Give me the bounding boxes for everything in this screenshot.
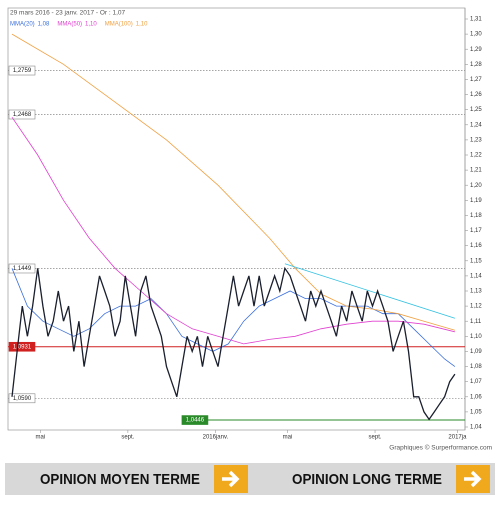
- y-tick-label: 1,21: [470, 168, 482, 174]
- x-tick-label: 2016janv.: [203, 435, 229, 441]
- y-tick-label: 1,15: [470, 258, 482, 264]
- y-tick-label: 1,05: [470, 409, 482, 415]
- x-tick-label: 2017ja: [448, 435, 467, 441]
- y-tick-label: 1,29: [470, 47, 482, 53]
- y-tick-label: 1,28: [470, 62, 482, 68]
- x-tick-label: sept.: [121, 435, 134, 441]
- y-tick-label: 1,18: [470, 213, 482, 219]
- y-tick-label: 1,11: [470, 319, 482, 325]
- legend-value: 1,08: [38, 22, 50, 28]
- y-tick-label: 1,04: [470, 425, 482, 431]
- y-tick-label: 1,25: [470, 107, 482, 113]
- level-label: 1,0931: [13, 344, 32, 350]
- y-tick-label: 1,09: [470, 349, 482, 355]
- x-tick-label: mai: [283, 435, 293, 441]
- trendline: [284, 263, 456, 319]
- y-tick-label: 1,13: [470, 289, 482, 295]
- level-label: 1,2759: [13, 68, 32, 74]
- level-label: 1,0590: [13, 396, 32, 402]
- y-tick-label: 1,23: [470, 137, 482, 143]
- arrow-icon: [464, 470, 482, 488]
- price-line: [11, 266, 456, 421]
- legend-value: 1,10: [136, 22, 148, 28]
- legend-value: 1,10: [85, 22, 97, 28]
- legend-name: MMA(20): [10, 22, 35, 28]
- y-tick-label: 1,16: [470, 243, 482, 249]
- y-tick-label: 1,19: [470, 198, 482, 204]
- ma-line: [11, 33, 456, 331]
- y-tick-label: 1,27: [470, 77, 482, 83]
- y-tick-label: 1,10: [470, 334, 482, 340]
- legend-name: MMA(50): [57, 22, 82, 28]
- y-tick-label: 1,07: [470, 379, 482, 385]
- y-tick-label: 1,24: [470, 122, 482, 128]
- button-bar: [5, 463, 495, 495]
- level-label: 1,0446: [186, 418, 205, 424]
- arrow-icon: [222, 470, 240, 488]
- y-tick-label: 1,20: [470, 183, 482, 189]
- x-tick-label: sept.: [369, 435, 382, 441]
- y-tick-label: 1,30: [470, 32, 482, 38]
- legend-name: MMA(100): [105, 22, 133, 28]
- level-label-box: [8, 65, 36, 76]
- level-label-box: [8, 109, 36, 120]
- x-tick-label: mai: [35, 435, 45, 441]
- button-label[interactable]: OPINION MOYEN TERME: [40, 471, 200, 488]
- level-label-box: [8, 263, 36, 274]
- ma-line: [11, 116, 455, 345]
- y-tick-label: 1,26: [470, 92, 482, 98]
- level-label: 1,1449: [13, 266, 32, 272]
- y-tick-label: 1,31: [470, 17, 482, 23]
- header: 29 mars 2016 - 23 janv. 2017 - Or : 1,07: [10, 10, 126, 17]
- y-tick-label: 1,22: [470, 153, 482, 159]
- footer: Graphiques © Surperformance.com: [389, 444, 492, 452]
- button-long[interactable]: OPINION LONG TERME: [292, 465, 490, 493]
- y-tick-label: 1,12: [470, 304, 482, 310]
- button-label[interactable]: OPINION LONG TERME: [292, 471, 442, 488]
- button-moyen[interactable]: OPINION MOYEN TERME: [40, 465, 248, 493]
- y-tick-label: 1,17: [470, 228, 482, 234]
- level-label: 1,2468: [13, 112, 32, 118]
- level-label-box: [181, 415, 209, 425]
- level-label-box: [8, 393, 36, 404]
- level-label-box: [8, 341, 36, 352]
- y-tick-label: 1,06: [470, 394, 482, 400]
- ma-line: [11, 268, 456, 367]
- y-tick-label: 1,08: [470, 364, 482, 370]
- y-tick-label: 1,14: [470, 273, 482, 279]
